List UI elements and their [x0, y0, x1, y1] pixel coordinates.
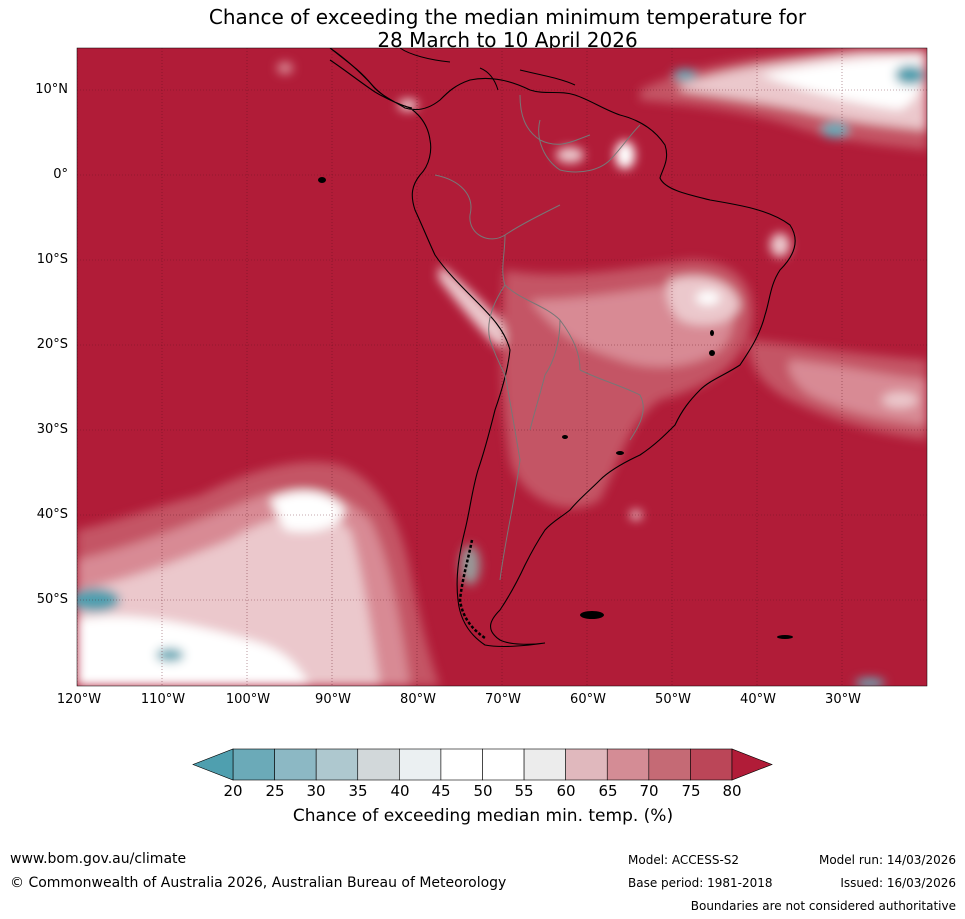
colorbar-tick: 20 — [223, 782, 243, 800]
colorbar-tick: 75 — [681, 782, 701, 800]
guiana-neutral-patch — [615, 141, 635, 169]
colorbar-segment — [399, 748, 442, 781]
south-atlantic-band-light — [788, 360, 927, 425]
footer-model: Model: ACCESS-S2 — [628, 853, 740, 867]
colorbar-tick: 65 — [598, 782, 618, 800]
south-pacific-neutral-1 — [270, 491, 345, 532]
colorbar-tick: 80 — [722, 782, 742, 800]
colorbar — [192, 748, 773, 781]
inland-lake-3 — [616, 451, 624, 455]
footer-copyright: © Commonwealth of Australia 2026, Austra… — [10, 875, 507, 891]
map-frame — [76, 47, 928, 687]
colorbar-segment — [482, 748, 525, 781]
lat-label-0: 0° — [53, 167, 68, 182]
north-atlantic-cool-spot-1 — [895, 65, 925, 85]
lat-label-10s: 10°S — [36, 252, 68, 267]
lon-label-80w: 80°W — [400, 692, 436, 707]
brazil-coast-pale-patch — [770, 233, 790, 257]
colorbar-tick: 30 — [306, 782, 326, 800]
south-pacific-cool-spot-2 — [156, 648, 184, 662]
colorbar-over-arrow — [731, 748, 773, 781]
colorbar-segment — [690, 748, 733, 781]
colorbar-segment — [440, 748, 483, 781]
north-atlantic-cool-spot-2 — [821, 122, 849, 138]
inland-lake-4 — [562, 435, 568, 439]
lon-label-110w: 110°W — [140, 692, 186, 707]
inland-lake-1 — [709, 350, 715, 356]
south-atlantic-neutral-spot — [882, 392, 918, 408]
colorbar-tick: 45 — [431, 782, 451, 800]
colorbar-segment — [232, 748, 275, 781]
footer-model-run: Model run: 14/03/2026 — [818, 853, 956, 867]
colorbar-tick: 60 — [556, 782, 576, 800]
colorbar-tick: 55 — [514, 782, 534, 800]
atlantic-pale-spot — [630, 510, 642, 520]
footer-url[interactable]: www.bom.gov.au/climate — [10, 851, 187, 867]
colorbar-tick: 25 — [265, 782, 285, 800]
lon-label-50w: 50°W — [655, 692, 691, 707]
panama-pale-patch — [398, 99, 418, 111]
probability-field — [77, 48, 927, 686]
colorbar-segment — [523, 748, 566, 781]
islands — [318, 177, 793, 639]
country-borders — [434, 94, 644, 581]
lat-label-50s: 50°S — [36, 592, 68, 607]
falkland-islands — [580, 611, 604, 619]
caribbean-pale-patch — [277, 62, 293, 74]
footer-issued: Issued: 16/03/2026 — [840, 876, 956, 890]
lon-label-60w: 60°W — [570, 692, 606, 707]
lat-label-10n: 10°N — [35, 82, 68, 97]
inland-lake-2 — [710, 330, 714, 336]
lon-label-70w: 70°W — [485, 692, 521, 707]
colorbar-segment — [606, 748, 650, 781]
colorbar-under-arrow — [192, 748, 234, 781]
colorbar-label: Chance of exceeding median min. temp. (%… — [292, 806, 674, 826]
colorbar-segment — [648, 748, 691, 781]
lat-label-20s: 20°S — [36, 337, 68, 352]
patagonia-fjords — [458, 539, 486, 640]
lon-label-40w: 40°W — [740, 692, 776, 707]
tropical-atlantic-cool-spot — [855, 678, 885, 686]
colorbar-tick: 50 — [473, 782, 493, 800]
south-georgia — [777, 635, 793, 639]
lon-label-30w: 30°W — [825, 692, 861, 707]
central-america-coastline — [329, 48, 576, 109]
brazil-neutral-patch — [696, 291, 720, 305]
colorbar-tick: 35 — [348, 782, 368, 800]
galapagos — [318, 177, 326, 183]
colorbar-tick: 40 — [390, 782, 410, 800]
colorbar-segment — [274, 748, 317, 781]
lon-label-120w: 120°W — [56, 692, 102, 707]
lat-label-40s: 40°S — [36, 507, 68, 522]
venezuela-pale-patch — [556, 147, 584, 163]
colorbar-segment — [315, 748, 359, 781]
map-area — [77, 48, 927, 686]
chart-title-line2: 28 March to 10 April 2026 — [377, 28, 638, 52]
colorbar-segment — [357, 748, 400, 781]
lon-label-90w: 90°W — [315, 692, 351, 707]
footer-boundaries-note: Boundaries are not considered authoritat… — [690, 899, 956, 913]
lat-label-30s: 30°S — [36, 422, 68, 437]
south-pacific-neutral-2 — [77, 616, 310, 686]
footer-base-period: Base period: 1981-2018 — [628, 876, 773, 890]
colorbar-tick: 70 — [639, 782, 659, 800]
chart-title-line1: Chance of exceeding the median minimum t… — [208, 5, 807, 29]
lon-label-100w: 100°W — [225, 692, 271, 707]
south-america-coastline — [329, 48, 796, 648]
north-atlantic-neutral — [760, 56, 922, 110]
graticule — [77, 48, 927, 686]
colorbar-segment — [565, 748, 608, 781]
north-atlantic-cool-spot-3 — [673, 69, 697, 81]
